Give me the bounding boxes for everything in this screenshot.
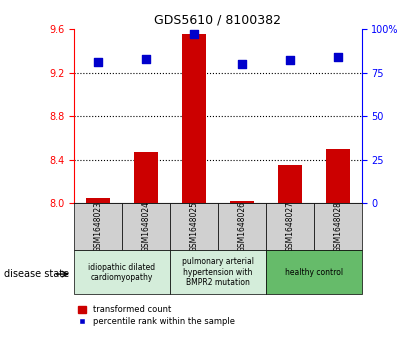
Text: GSM1648027: GSM1648027 [285, 201, 294, 252]
FancyBboxPatch shape [218, 203, 266, 250]
FancyBboxPatch shape [266, 203, 314, 250]
Bar [182, 34, 206, 203]
Point [191, 31, 197, 37]
FancyBboxPatch shape [170, 203, 218, 250]
Bar [134, 152, 158, 203]
Point [95, 59, 101, 65]
Point [238, 61, 245, 67]
Bar [86, 198, 110, 203]
Text: GSM1648026: GSM1648026 [237, 201, 246, 252]
Point [335, 54, 341, 60]
FancyBboxPatch shape [74, 250, 170, 294]
Text: idiopathic dilated
cardiomyopathy: idiopathic dilated cardiomyopathy [88, 262, 155, 282]
Bar [230, 201, 254, 203]
Text: GSM1648025: GSM1648025 [189, 201, 199, 252]
Text: pulmonary arterial
hypertension with
BMPR2 mutation: pulmonary arterial hypertension with BMP… [182, 257, 254, 287]
Title: GDS5610 / 8100382: GDS5610 / 8100382 [154, 13, 282, 26]
Bar [326, 149, 350, 203]
FancyBboxPatch shape [74, 203, 122, 250]
Text: GSM1648024: GSM1648024 [141, 201, 150, 252]
FancyBboxPatch shape [314, 203, 362, 250]
FancyBboxPatch shape [170, 250, 266, 294]
Point [143, 56, 149, 62]
Point [286, 57, 293, 63]
Bar [278, 165, 302, 203]
FancyBboxPatch shape [122, 203, 170, 250]
Text: healthy control: healthy control [285, 268, 343, 277]
Legend: transformed count, percentile rank within the sample: transformed count, percentile rank withi… [78, 305, 235, 326]
Text: GSM1648028: GSM1648028 [333, 201, 342, 252]
Text: disease state: disease state [4, 269, 69, 279]
FancyBboxPatch shape [266, 250, 362, 294]
Text: GSM1648023: GSM1648023 [93, 201, 102, 252]
